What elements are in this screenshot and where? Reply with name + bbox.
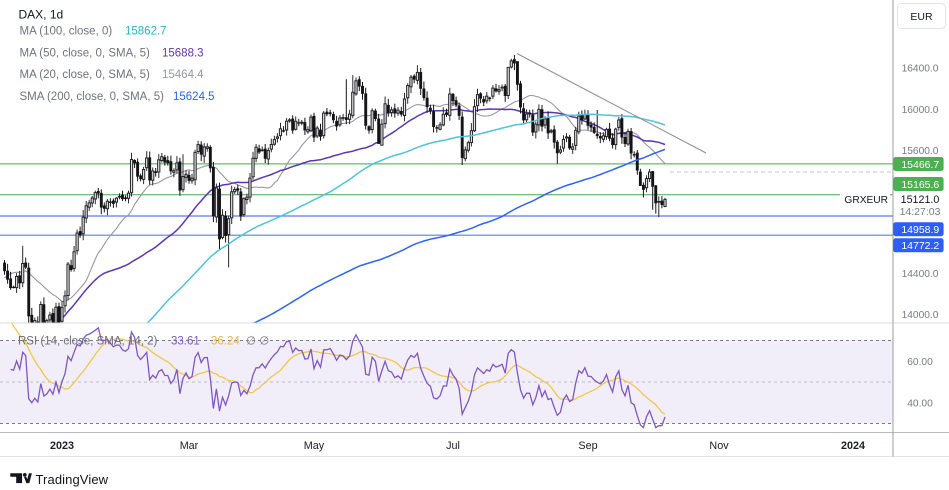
svg-text:15624.5: 15624.5 (173, 91, 215, 103)
svg-text:2023: 2023 (50, 440, 74, 452)
svg-text:SMA (200, close, 0, SMA, 5): SMA (200, close, 0, SMA, 5) (20, 91, 165, 103)
svg-text:2024: 2024 (841, 440, 865, 452)
svg-text:Mar: Mar (180, 440, 199, 452)
svg-text:EUR: EUR (910, 11, 933, 23)
svg-text:15464.4: 15464.4 (162, 69, 204, 81)
svg-text:14:27:03: 14:27:03 (900, 206, 941, 218)
svg-text:15121.0: 15121.0 (901, 194, 940, 206)
svg-text:33.61: 33.61 (171, 336, 200, 348)
svg-text:Nov: Nov (709, 440, 729, 452)
svg-text:15862.7: 15862.7 (125, 26, 167, 38)
svg-text:Sep: Sep (578, 440, 597, 452)
svg-text:15466.7: 15466.7 (901, 159, 939, 171)
svg-text:May: May (304, 440, 325, 452)
svg-text:15688.3: 15688.3 (162, 47, 204, 59)
svg-text:14958.9: 14958.9 (901, 224, 939, 236)
svg-text:36.24: 36.24 (211, 336, 240, 348)
svg-text:RSI (14, close, SMA, 14, 2): RSI (14, close, SMA, 14, 2) (18, 336, 158, 348)
svg-text:GRXEUR: GRXEUR (844, 195, 888, 206)
svg-text:MA (100, close, 0): MA (100, close, 0) (20, 26, 113, 38)
svg-text:15600.0: 15600.0 (902, 146, 939, 157)
svg-text:DAX, 1d: DAX, 1d (19, 8, 64, 22)
svg-text:MA (20, close, 0, SMA, 5): MA (20, close, 0, SMA, 5) (20, 69, 151, 81)
svg-text:MA (50, close, 0, SMA, 5): MA (50, close, 0, SMA, 5) (20, 47, 151, 59)
svg-text:Jul: Jul (446, 440, 460, 452)
svg-text:14772.2: 14772.2 (901, 240, 939, 252)
svg-text:16000.0: 16000.0 (902, 105, 939, 116)
svg-text:14400.0: 14400.0 (902, 269, 939, 280)
svg-text:∅ ∅: ∅ ∅ (246, 336, 269, 348)
svg-text:14000.0: 14000.0 (902, 310, 939, 321)
svg-text:40.00: 40.00 (907, 398, 933, 409)
svg-text:15165.6: 15165.6 (901, 179, 939, 191)
svg-text:TradingView: TradingView (36, 472, 109, 487)
svg-text:16400.0: 16400.0 (902, 64, 939, 75)
svg-text:60.00: 60.00 (907, 357, 933, 368)
